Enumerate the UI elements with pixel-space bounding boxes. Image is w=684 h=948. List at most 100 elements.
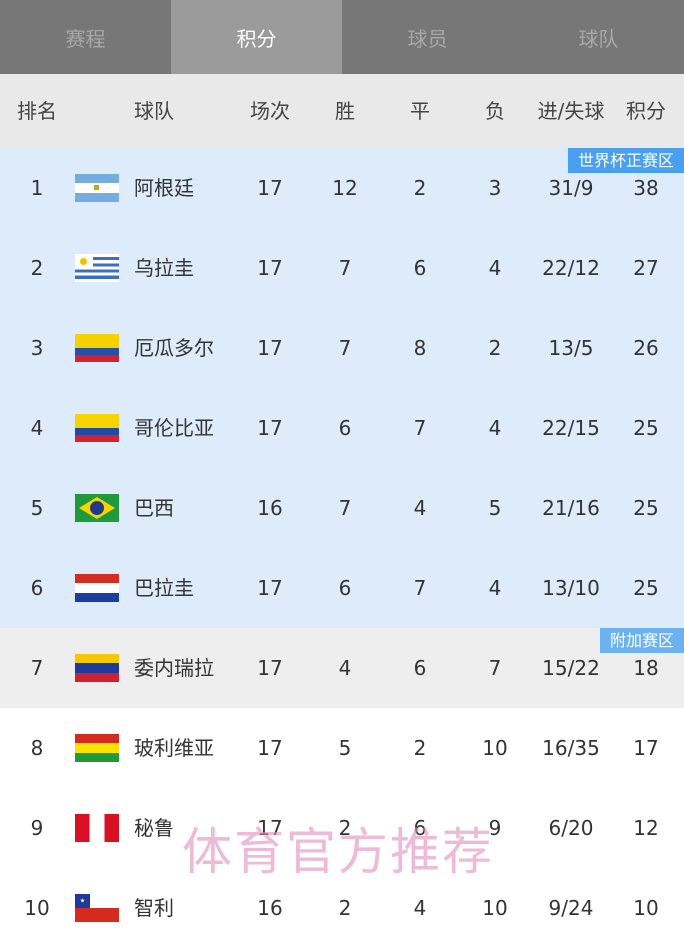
column-header-rank: 排名 [17, 99, 57, 123]
played-cell: 16 [257, 496, 283, 520]
team-name[interactable]: 阿根廷 [134, 176, 194, 200]
played-cell: 17 [257, 176, 283, 200]
table-row[interactable]: 8 17 5 2 10 16/35 17 玻利维亚 [0, 708, 684, 788]
team-name[interactable]: 秘鲁 [134, 816, 174, 840]
column-header-played: 场次 [250, 99, 290, 123]
rank-cell: 2 [30, 256, 44, 280]
draws-cell: 7 [413, 416, 427, 440]
goals-cell: 15/22 [542, 656, 600, 680]
rank-cell: 1 [30, 176, 44, 200]
uruguay-flag-icon [75, 254, 119, 282]
column-header-draws: 平 [410, 99, 430, 123]
playoff-zone-badge: 附加赛区 [599, 628, 684, 653]
losses-cell: 10 [482, 896, 508, 920]
played-cell: 17 [257, 656, 283, 680]
played-cell: 17 [257, 336, 283, 360]
standings-table: 1 17 12 2 3 31/9 38 阿根廷 世界杯正赛区 2 17 7 6 4 22/12 27 乌拉圭 3 1… [0, 148, 684, 948]
table-row[interactable]: 3 17 7 8 2 13/5 26 厄瓜多尔 [0, 308, 684, 388]
goals-cell: 22/12 [542, 256, 600, 280]
rank-cell: 3 [30, 336, 44, 360]
paraguay-flag-icon [75, 574, 119, 602]
losses-cell: 10 [482, 736, 508, 760]
tab-1[interactable]: 积分 [171, 0, 342, 74]
brazil-flag-icon [75, 494, 119, 522]
colombia-flag-icon [75, 414, 119, 442]
team-name[interactable]: 哥伦比亚 [134, 416, 214, 440]
table-row[interactable]: 6 17 6 7 4 13/10 25 巴拉圭 [0, 548, 684, 628]
rank-cell: 9 [30, 816, 44, 840]
losses-cell: 4 [488, 576, 502, 600]
draws-cell: 2 [413, 736, 427, 760]
table-row[interactable]: 4 17 6 7 4 22/15 25 哥伦比亚 [0, 388, 684, 468]
played-cell: 17 [257, 736, 283, 760]
ecuador-flag-icon [75, 334, 119, 362]
points-cell: 27 [633, 256, 659, 280]
losses-cell: 9 [488, 816, 502, 840]
team-name[interactable]: 巴西 [134, 496, 174, 520]
team-name[interactable]: 玻利维亚 [134, 736, 214, 760]
points-cell: 25 [633, 496, 659, 520]
wins-cell: 12 [332, 176, 358, 200]
team-name[interactable]: 巴拉圭 [134, 576, 194, 600]
losses-cell: 3 [488, 176, 502, 200]
table-row[interactable]: 2 17 7 6 4 22/12 27 乌拉圭 [0, 228, 684, 308]
draws-cell: 2 [413, 176, 427, 200]
draws-cell: 4 [413, 896, 427, 920]
rank-cell: 7 [30, 656, 44, 680]
played-cell: 17 [257, 576, 283, 600]
wins-cell: 7 [338, 256, 352, 280]
argentina-flag-icon [75, 174, 119, 202]
draws-cell: 6 [413, 816, 427, 840]
tab-2[interactable]: 球员 [407, 26, 448, 51]
tab-0[interactable]: 赛程 [65, 26, 106, 51]
goals-cell: 13/5 [548, 336, 594, 360]
losses-cell: 4 [488, 416, 502, 440]
team-name[interactable]: 智利 [134, 896, 174, 920]
goals-cell: 21/16 [542, 496, 600, 520]
points-cell: 25 [633, 416, 659, 440]
team-name[interactable]: 委内瑞拉 [134, 656, 214, 680]
losses-cell: 7 [488, 656, 502, 680]
venezuela-flag-icon [75, 654, 119, 682]
bolivia-flag-icon [75, 734, 119, 762]
wins-cell: 7 [338, 336, 352, 360]
table-row[interactable]: 9 17 2 6 9 6/20 12 秘鲁 [0, 788, 684, 868]
goals-cell: 13/10 [542, 576, 600, 600]
points-cell: 10 [633, 896, 659, 920]
wins-cell: 2 [338, 816, 352, 840]
draws-cell: 6 [413, 256, 427, 280]
goals-cell: 31/9 [548, 176, 594, 200]
chile-flag-icon [75, 894, 119, 922]
points-cell: 18 [633, 656, 659, 680]
points-cell: 12 [633, 816, 659, 840]
losses-cell: 4 [488, 256, 502, 280]
wins-cell: 2 [338, 896, 352, 920]
wins-cell: 7 [338, 496, 352, 520]
goals-cell: 6/20 [548, 816, 594, 840]
tab-3[interactable]: 球队 [578, 26, 619, 51]
rank-cell: 10 [24, 896, 50, 920]
team-name[interactable]: 厄瓜多尔 [134, 336, 214, 360]
goals-cell: 22/15 [542, 416, 600, 440]
played-cell: 16 [257, 896, 283, 920]
table-row[interactable]: 10 16 2 4 10 9/24 10 智利 [0, 868, 684, 948]
column-header-wins: 胜 [335, 99, 355, 123]
wins-cell: 6 [338, 576, 352, 600]
table-row[interactable]: 7 17 4 6 7 15/22 18 委内瑞拉 附加赛区 [0, 628, 684, 708]
column-header-goals: 进/失球 [537, 99, 605, 123]
played-cell: 17 [257, 416, 283, 440]
rank-cell: 6 [30, 576, 44, 600]
draws-cell: 6 [413, 656, 427, 680]
losses-cell: 2 [488, 336, 502, 360]
tab-bar: 赛程 积分 球员 球队 [0, 0, 684, 74]
table-row[interactable]: 1 17 12 2 3 31/9 38 阿根廷 世界杯正赛区 [0, 148, 684, 228]
points-cell: 25 [633, 576, 659, 600]
column-header-losses: 负 [485, 99, 505, 123]
played-cell: 17 [257, 816, 283, 840]
column-header-points: 积分 [626, 99, 666, 123]
team-name[interactable]: 乌拉圭 [134, 256, 194, 280]
rank-cell: 4 [30, 416, 44, 440]
points-cell: 38 [633, 176, 659, 200]
wins-cell: 5 [338, 736, 352, 760]
table-row[interactable]: 5 16 7 4 5 21/16 25 巴西 [0, 468, 684, 548]
